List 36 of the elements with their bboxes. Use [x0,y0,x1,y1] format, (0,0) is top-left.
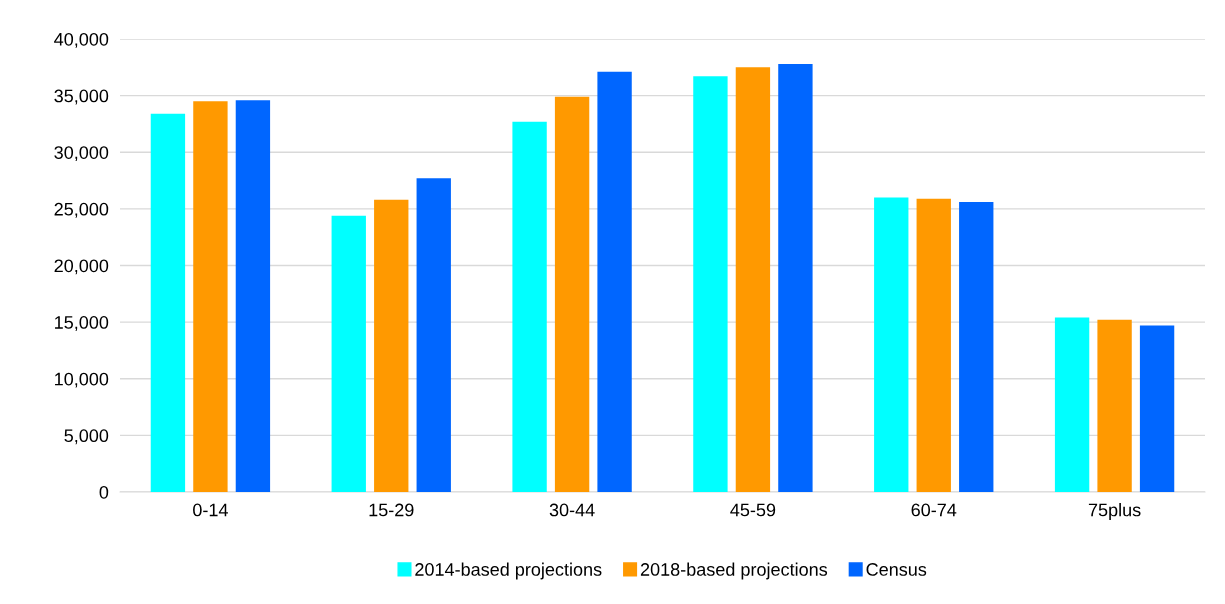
bar [959,202,994,492]
y-tick-label: 30,000 [54,146,109,162]
bar [416,178,451,492]
bar [193,101,228,492]
bar [235,100,271,492]
y-tick-label: 35,000 [54,89,109,105]
bar [874,197,909,492]
bar [1139,325,1175,492]
bar [735,67,771,492]
y-tick-label: 10,000 [55,372,109,388]
x-tick-label: 0-14 [193,503,228,517]
bar [693,76,728,492]
bar [374,199,409,492]
x-tick-label: 60-74 [911,503,957,517]
x-tick-label: 30-44 [549,503,595,517]
x-tick-label: 15-29 [369,503,414,517]
y-tick-label: 25,000 [54,202,109,218]
bar [1097,319,1132,492]
y-tick-label: 40,000 [54,32,109,48]
legend-label: Census [866,563,927,576]
bar [1054,317,1090,492]
y-tick-label: 5,000 [64,429,109,445]
y-tick-label: 0 [99,485,109,499]
y-tick-label: 20,000 [54,259,109,275]
x-tick-label: 45-59 [730,503,776,517]
bar [554,96,590,492]
legend-label: 2014-based projections [415,562,602,580]
bar [331,215,366,492]
bar [512,121,547,492]
legend-label: 2018-based projections [640,562,828,580]
y-tick-label: 15,000 [55,316,109,331]
bar [778,63,813,492]
bar [597,71,632,492]
bar [916,198,951,492]
x-tick-label: 75plus [1088,503,1141,520]
bar [150,113,186,492]
